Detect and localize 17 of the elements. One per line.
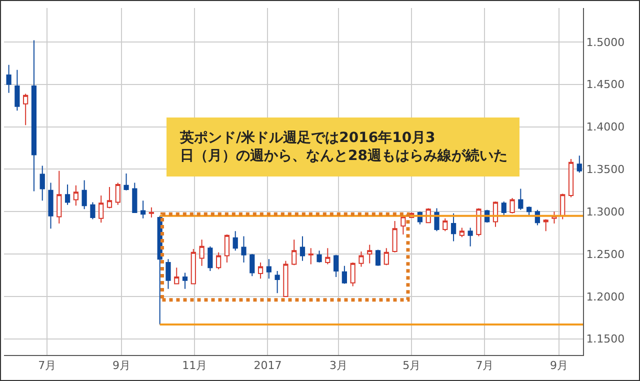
- y-tick-label: 1.3500: [586, 163, 625, 176]
- y-tick-label: 1.2000: [586, 290, 625, 304]
- x-tick-label: 5月: [402, 359, 421, 372]
- y-tick-label: 1.4500: [586, 78, 625, 92]
- y-tick-label: 1.2500: [586, 248, 625, 261]
- x-tick-label: 9月: [112, 359, 130, 372]
- x-tick-label: 3月: [329, 359, 348, 372]
- x-tick-label: 9月: [550, 359, 568, 372]
- y-tick-label: 1.1500: [586, 332, 625, 346]
- x-tick-label: 2017: [254, 359, 282, 372]
- y-tick-label: 1.4000: [586, 120, 625, 134]
- x-tick-label: 11月: [182, 359, 208, 372]
- annotation: 英ポンド/米ドル週足では2016年10月3日（月）の週から、なんと28週もはらみ線が続いた: [179, 130, 508, 164]
- x-tick-label: 7月: [476, 359, 494, 372]
- y-tick-label: 1.5000: [586, 36, 625, 49]
- y-tick-label: 1.3000: [586, 205, 625, 218]
- x-tick-label: 7月: [38, 359, 56, 372]
